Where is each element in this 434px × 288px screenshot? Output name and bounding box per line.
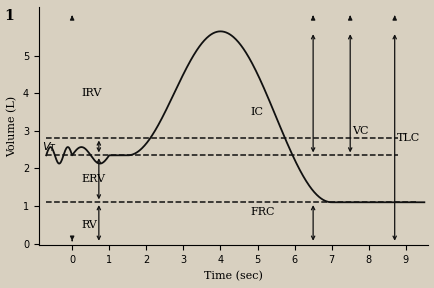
Text: TLC: TLC (396, 133, 419, 143)
Text: $V_T$: $V_T$ (42, 140, 56, 154)
Text: IRV: IRV (81, 88, 102, 98)
X-axis label: Time (sec): Time (sec) (204, 271, 262, 281)
Text: ERV: ERV (81, 174, 105, 184)
Text: RV: RV (81, 220, 97, 230)
Y-axis label: Volume (L): Volume (L) (7, 96, 17, 157)
Text: 1: 1 (4, 9, 14, 23)
Text: VC: VC (351, 126, 368, 136)
Text: FRC: FRC (250, 207, 274, 217)
Text: IC: IC (250, 107, 263, 117)
